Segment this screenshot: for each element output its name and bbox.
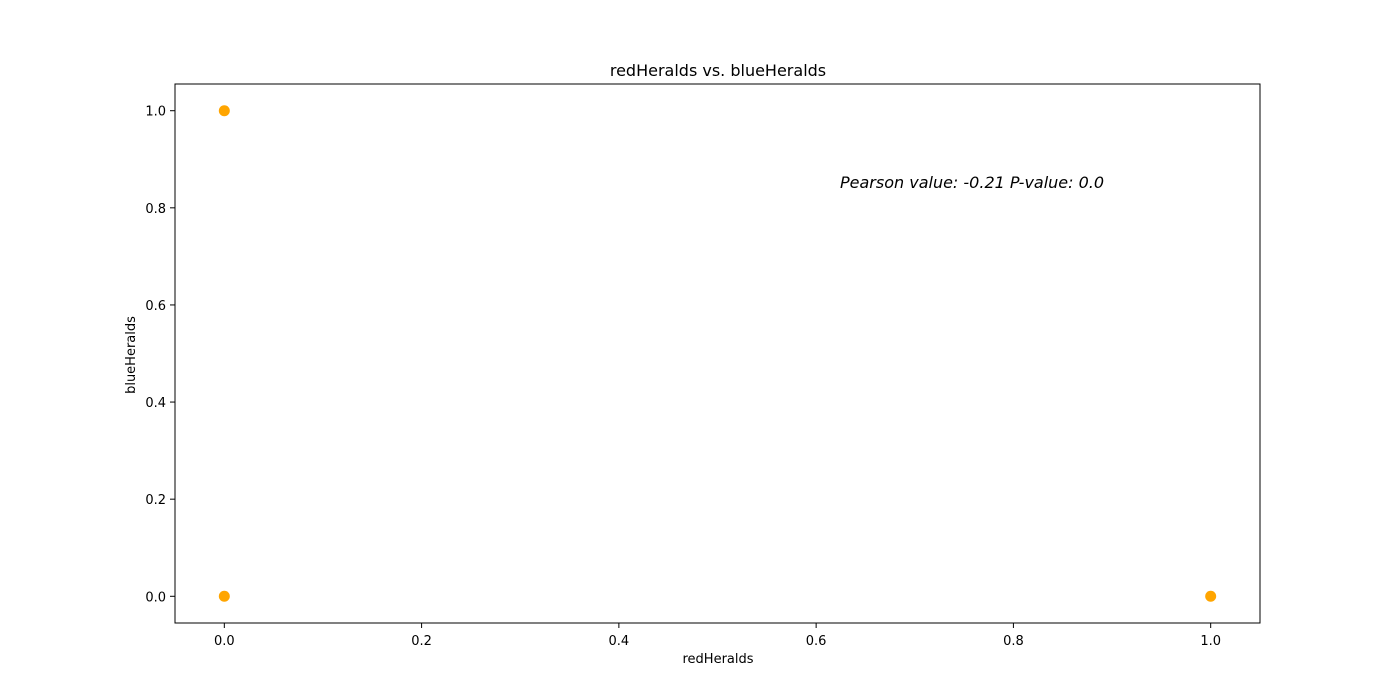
x-tick-label: 0.6 — [806, 634, 827, 649]
x-tick-label: 0.8 — [1003, 634, 1024, 649]
y-axis-label: blueHeralds — [124, 316, 139, 394]
x-tick-label: 1.0 — [1200, 634, 1221, 649]
y-tick-label: 1.0 — [145, 105, 166, 120]
y-tick-label: 0.0 — [145, 590, 166, 605]
chart-title: redHeralds vs. blueHeralds — [610, 61, 826, 80]
plot-area-frame — [174, 83, 1261, 624]
y-axis-ticks: 0.0 0.2 0.4 0.6 0.8 1.0 — [145, 105, 175, 605]
y-tick-label: 0.2 — [145, 493, 166, 508]
x-axis-label: redHeralds — [682, 652, 753, 667]
scatter-point — [1205, 590, 1217, 602]
scatter-point — [218, 105, 230, 117]
y-tick-label: 0.4 — [145, 396, 166, 411]
y-tick-label: 0.6 — [145, 299, 166, 314]
x-tick-label: 0.2 — [411, 634, 432, 649]
scatter-point — [218, 590, 230, 602]
x-tick-label: 0.0 — [214, 634, 235, 649]
x-tick-label: 0.4 — [609, 634, 630, 649]
pearson-annotation: Pearson value: -0.21 P-value: 0.0 — [840, 173, 1104, 192]
scatter-points — [218, 105, 1217, 602]
y-tick-label: 0.8 — [145, 202, 166, 217]
x-axis-ticks: 0.0 0.2 0.4 0.6 0.8 1.0 — [214, 623, 1221, 649]
